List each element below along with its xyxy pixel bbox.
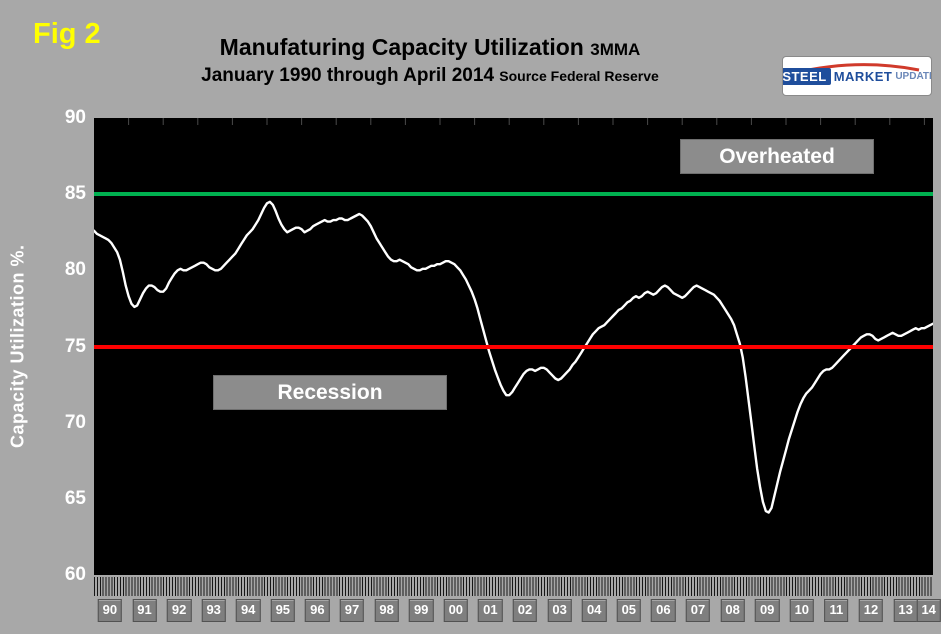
y-tick-label-70: 70 <box>64 411 86 433</box>
chart-title-text: Manufaturing Capacity Utilization <box>219 34 584 60</box>
y-tick-label-60: 60 <box>64 564 86 585</box>
x-tick-label-12: 12 <box>858 599 884 622</box>
y-axis: 90 85 80 75 70 65 60 <box>44 107 86 585</box>
x-tick-label-01: 01 <box>478 599 503 622</box>
chart-subtitle: January 1990 through April 2014 Source F… <box>110 63 750 89</box>
x-tick-label-06: 06 <box>651 599 676 622</box>
x-axis: 90 91 92 93 94 95 96 97 98 99 00 01 02 03 04 05 06 07 08 09… <box>94 599 941 625</box>
x-tick-label-14: 14 <box>916 599 941 622</box>
steel-market-update-logo: STEEL MARKET UPDATE <box>782 56 932 96</box>
x-tick-label-04: 04 <box>581 599 607 622</box>
x-tick-label-11: 11 <box>824 599 849 622</box>
overheated-label: Overheated <box>680 139 874 174</box>
monthly-tick-marks <box>94 577 933 596</box>
x-tick-label-09: 09 <box>754 599 780 622</box>
reference-line-75 <box>94 344 933 349</box>
x-tick-label-95: 95 <box>270 599 296 622</box>
chart-title: Manufaturing Capacity Utilization 3MMA <box>110 34 750 63</box>
chart-subtitle-text: January 1990 through April 2014 <box>201 65 495 86</box>
x-tick-label-10: 10 <box>789 599 815 622</box>
y-axis-title: Capacity Utilization %. <box>7 244 28 449</box>
x-tick-label-91: 91 <box>132 599 157 622</box>
x-tick-label-07: 07 <box>685 599 711 622</box>
y-tick-label-80: 80 <box>64 259 86 281</box>
logo-market-text: MARKET <box>833 68 893 84</box>
y-tick-label-90: 90 <box>64 107 86 128</box>
y-tick-label-75: 75 <box>64 335 86 357</box>
y-tick-label-85: 85 <box>64 183 86 205</box>
x-tick-label-90: 90 <box>97 599 123 622</box>
x-tick-label-93: 93 <box>201 599 226 622</box>
x-tick-label-05: 05 <box>616 599 642 622</box>
figure-label: Fig 2 <box>33 18 101 50</box>
y-tick-label-65: 65 <box>64 487 86 509</box>
recession-label: Recession <box>213 375 447 410</box>
capacity-utilization-line-chart <box>94 118 933 514</box>
x-tick-label-94: 94 <box>235 599 261 622</box>
x-tick-label-92: 92 <box>166 599 192 622</box>
x-tick-label-99: 99 <box>408 599 434 622</box>
x-tick-label-00: 00 <box>443 599 469 622</box>
x-tick-label-97: 97 <box>339 599 365 622</box>
plot-area <box>94 118 933 575</box>
x-tick-label-03: 03 <box>547 599 572 622</box>
x-tick-label-02: 02 <box>512 599 538 622</box>
x-tick-label-96: 96 <box>305 599 330 622</box>
x-tick-label-08: 08 <box>720 599 745 622</box>
chart-header: Manufaturing Capacity Utilization 3MMA J… <box>110 34 750 89</box>
chart-source-text: Source Federal Reserve <box>499 68 659 84</box>
reference-line-85 <box>94 192 933 197</box>
x-tick-label-13: 13 <box>893 599 918 622</box>
chart-title-suffix: 3MMA <box>590 40 641 59</box>
logo-update-text: UPDATE <box>895 70 932 82</box>
x-tick-label-98: 98 <box>374 599 399 622</box>
logo-steel-text: STEEL <box>783 67 831 85</box>
